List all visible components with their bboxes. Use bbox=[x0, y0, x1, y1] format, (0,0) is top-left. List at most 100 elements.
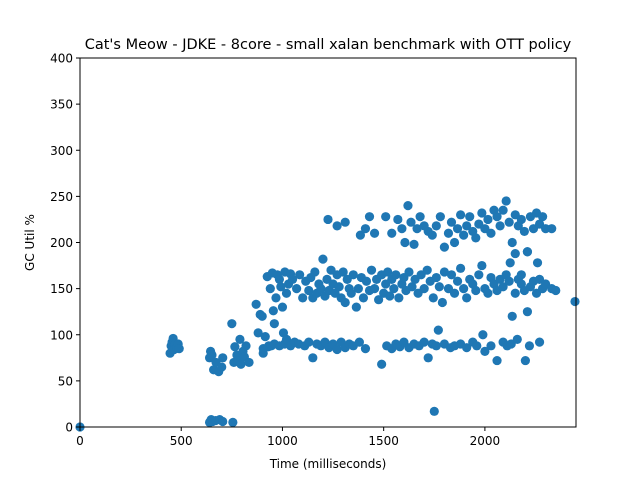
y-tick-label: 300 bbox=[50, 144, 73, 158]
data-point bbox=[456, 210, 466, 220]
x-tick-label: 1500 bbox=[368, 434, 399, 448]
data-point bbox=[537, 212, 548, 222]
data-point bbox=[446, 270, 457, 280]
data-point bbox=[419, 337, 429, 347]
data-point bbox=[235, 334, 245, 344]
data-point bbox=[227, 319, 237, 329]
data-point bbox=[281, 288, 292, 298]
data-point bbox=[269, 319, 279, 329]
data-point bbox=[260, 331, 270, 342]
data-point bbox=[516, 270, 526, 280]
data-point bbox=[310, 267, 320, 277]
data-point bbox=[230, 342, 240, 352]
data-point bbox=[471, 233, 481, 243]
data-point bbox=[498, 282, 508, 292]
data-point bbox=[287, 274, 298, 284]
data-point bbox=[462, 221, 472, 231]
data-point bbox=[437, 297, 447, 308]
x-tick-label: 500 bbox=[170, 434, 193, 448]
data-point bbox=[351, 302, 361, 312]
data-point bbox=[449, 288, 460, 298]
x-axis: 0 500 1000 1500 2000 bbox=[76, 427, 500, 448]
data-point bbox=[244, 357, 254, 368]
data-point bbox=[431, 341, 441, 351]
data-point bbox=[353, 284, 363, 294]
data-point bbox=[316, 284, 326, 294]
data-point bbox=[428, 293, 438, 303]
data-point bbox=[519, 226, 529, 237]
data-point bbox=[253, 328, 263, 338]
y-tick-label: 100 bbox=[50, 328, 73, 342]
y-tick-label: 400 bbox=[50, 52, 73, 66]
data-point bbox=[292, 284, 302, 294]
data-point bbox=[265, 284, 275, 294]
data-point bbox=[551, 285, 561, 296]
data-point bbox=[501, 196, 511, 206]
data-point bbox=[207, 350, 217, 360]
data-point bbox=[304, 337, 314, 347]
data-point bbox=[174, 343, 184, 354]
data-point bbox=[412, 224, 422, 234]
data-point bbox=[218, 353, 228, 363]
data-point bbox=[452, 224, 463, 234]
data-point bbox=[340, 297, 350, 308]
y-tick-label: 50 bbox=[58, 374, 73, 388]
data-point bbox=[318, 254, 328, 264]
data-point bbox=[393, 214, 403, 225]
data-point bbox=[446, 217, 457, 227]
data-point bbox=[374, 295, 384, 305]
data-point bbox=[492, 355, 502, 366]
y-tick-label: 250 bbox=[50, 190, 73, 204]
data-point bbox=[276, 282, 286, 292]
data-point bbox=[471, 285, 481, 296]
data-point bbox=[404, 267, 414, 277]
data-point bbox=[483, 288, 493, 298]
data-point bbox=[483, 214, 493, 225]
data-point bbox=[361, 276, 372, 286]
data-point bbox=[385, 291, 395, 301]
data-point bbox=[354, 337, 364, 347]
data-point bbox=[268, 306, 278, 316]
y-axis-label: GC Util % bbox=[23, 214, 37, 271]
data-point bbox=[486, 341, 496, 351]
data-point bbox=[236, 359, 246, 369]
data-point bbox=[459, 284, 469, 294]
data-point bbox=[522, 247, 533, 257]
data-point bbox=[449, 237, 460, 248]
y-tick-label: 200 bbox=[50, 236, 73, 250]
data-point bbox=[477, 208, 487, 218]
data-point bbox=[427, 230, 437, 240]
data-point bbox=[524, 341, 535, 351]
data-point bbox=[452, 276, 463, 286]
data-point bbox=[295, 270, 305, 280]
data-point bbox=[251, 299, 261, 309]
data-point bbox=[472, 341, 482, 351]
data-point bbox=[407, 282, 417, 292]
data-point bbox=[338, 267, 348, 277]
data-point bbox=[323, 214, 333, 225]
data-point bbox=[394, 293, 404, 303]
data-point bbox=[257, 311, 267, 321]
data-point bbox=[360, 343, 371, 354]
data-point bbox=[406, 217, 416, 227]
data-point bbox=[492, 212, 502, 222]
data-point bbox=[277, 302, 288, 312]
data-point bbox=[355, 230, 365, 240]
data-point bbox=[522, 307, 533, 317]
data-point bbox=[434, 282, 444, 292]
data-point bbox=[462, 343, 472, 353]
x-tick-label: 1000 bbox=[267, 434, 298, 448]
data-point bbox=[443, 228, 454, 238]
data-point bbox=[332, 344, 342, 355]
data-point bbox=[507, 237, 517, 248]
data-point bbox=[241, 341, 251, 351]
data-point bbox=[369, 228, 380, 238]
data-point bbox=[498, 205, 508, 215]
data-point bbox=[478, 330, 488, 340]
data-point bbox=[480, 346, 490, 356]
data-point bbox=[547, 224, 557, 234]
data-point bbox=[400, 237, 410, 248]
data-point bbox=[274, 274, 285, 284]
data-point bbox=[512, 334, 522, 344]
